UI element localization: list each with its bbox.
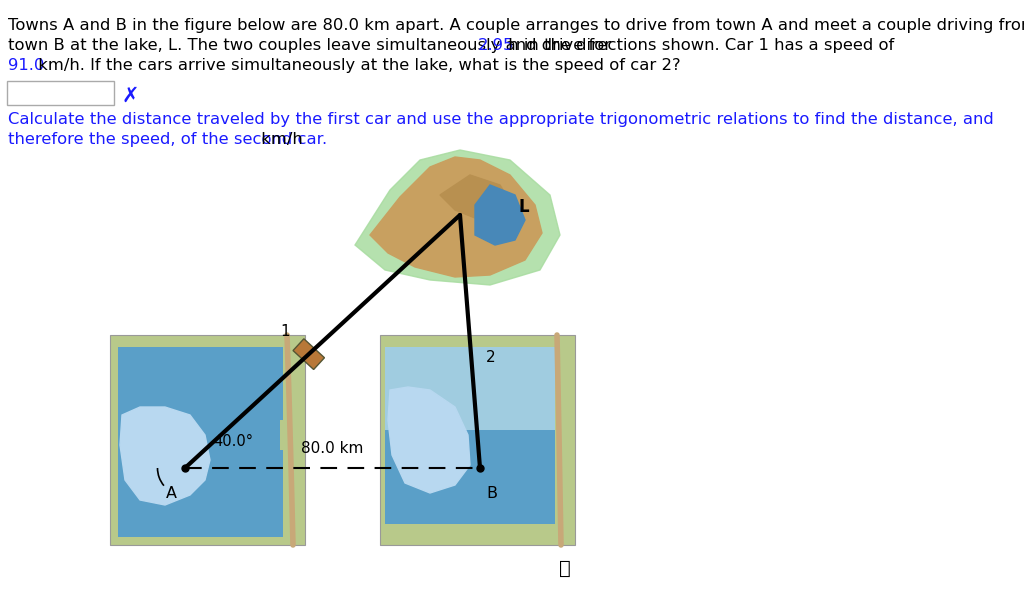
Text: km/h. If the cars arrive simultaneously at the lake, what is the speed of car 2?: km/h. If the cars arrive simultaneously … bbox=[34, 58, 681, 73]
Bar bbox=[110, 335, 305, 545]
Text: 91.0: 91.0 bbox=[8, 58, 44, 73]
Polygon shape bbox=[475, 185, 525, 245]
Bar bbox=[280, 420, 305, 450]
Text: Towns A and B in the figure below are 80.0 km apart. A couple arranges to drive : Towns A and B in the figure below are 80… bbox=[8, 18, 1024, 33]
Text: ✗: ✗ bbox=[122, 86, 139, 106]
Bar bbox=[118, 347, 283, 537]
Bar bbox=[380, 335, 575, 545]
Polygon shape bbox=[370, 157, 542, 277]
Text: 1: 1 bbox=[281, 324, 291, 339]
Polygon shape bbox=[440, 175, 515, 230]
Text: h in the directions shown. Car 1 has a speed of: h in the directions shown. Car 1 has a s… bbox=[504, 38, 895, 53]
Text: therefore the speed, of the second car.: therefore the speed, of the second car. bbox=[8, 132, 327, 147]
Bar bbox=[458, 356, 486, 378]
Text: A: A bbox=[166, 486, 176, 501]
Text: ⓘ: ⓘ bbox=[559, 558, 570, 577]
Bar bbox=[385, 430, 555, 524]
Polygon shape bbox=[120, 407, 210, 505]
FancyBboxPatch shape bbox=[7, 81, 114, 105]
Bar bbox=[385, 347, 555, 441]
Text: B: B bbox=[486, 486, 498, 501]
Text: L: L bbox=[518, 198, 528, 216]
Text: 80.0 km: 80.0 km bbox=[301, 441, 364, 456]
Polygon shape bbox=[388, 387, 470, 493]
Bar bbox=[293, 339, 325, 369]
Text: Calculate the distance traveled by the first car and use the appropriate trigono: Calculate the distance traveled by the f… bbox=[8, 112, 993, 127]
Polygon shape bbox=[355, 150, 560, 285]
Text: 2: 2 bbox=[486, 350, 496, 365]
Text: 40.0°: 40.0° bbox=[213, 434, 253, 449]
Text: km/h: km/h bbox=[256, 132, 302, 147]
Text: town B at the lake, L. The two couples leave simultaneously and drive for: town B at the lake, L. The two couples l… bbox=[8, 38, 616, 53]
Text: 2.95: 2.95 bbox=[478, 38, 514, 53]
